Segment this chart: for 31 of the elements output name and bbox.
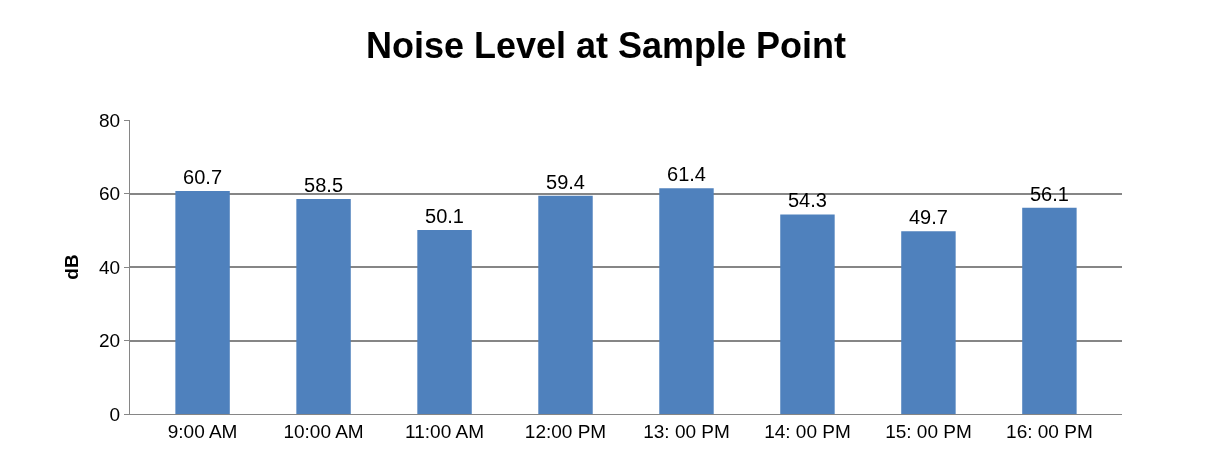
x-tick-label: 14: 00 PM [764, 420, 851, 442]
data-label: 60.7 [183, 165, 223, 188]
y-tick-label: 40 [99, 256, 121, 278]
data-label: 50.1 [425, 204, 465, 227]
data-label: 61.4 [667, 163, 706, 186]
y-tick-label: 0 [109, 403, 121, 425]
chart-title: Noise Level at Sample Point [365, 25, 847, 67]
data-label: 58.5 [304, 174, 344, 197]
x-tick-label: 10:00 AM [283, 420, 364, 442]
bar [296, 199, 351, 414]
x-tick-label: 15: 00 PM [885, 420, 972, 442]
bar [1022, 207, 1077, 414]
x-tick-label: 9:00 AM [167, 420, 238, 442]
bar [175, 190, 230, 414]
data-label: 56.1 [1029, 182, 1069, 205]
x-tick-label: 11:00 AM [405, 420, 484, 442]
y-tick-label: 60 [99, 183, 121, 205]
x-tick-label: 16: 00 PM [1006, 420, 1093, 442]
x-tick-label: 12:00 PM [524, 420, 607, 442]
bar [901, 231, 956, 414]
bar [417, 229, 472, 414]
bar [538, 195, 593, 414]
data-label: 49.7 [908, 206, 948, 229]
data-label: 59.4 [546, 170, 585, 193]
data-label: 54.3 [787, 189, 827, 212]
x-tick-label: 13: 00 PM [643, 420, 730, 442]
bar [659, 188, 714, 414]
y-tick-label: 80 [99, 109, 121, 131]
y-tick-label: 20 [99, 330, 121, 352]
y-axis-title: dB [60, 254, 82, 280]
bar [780, 214, 835, 414]
